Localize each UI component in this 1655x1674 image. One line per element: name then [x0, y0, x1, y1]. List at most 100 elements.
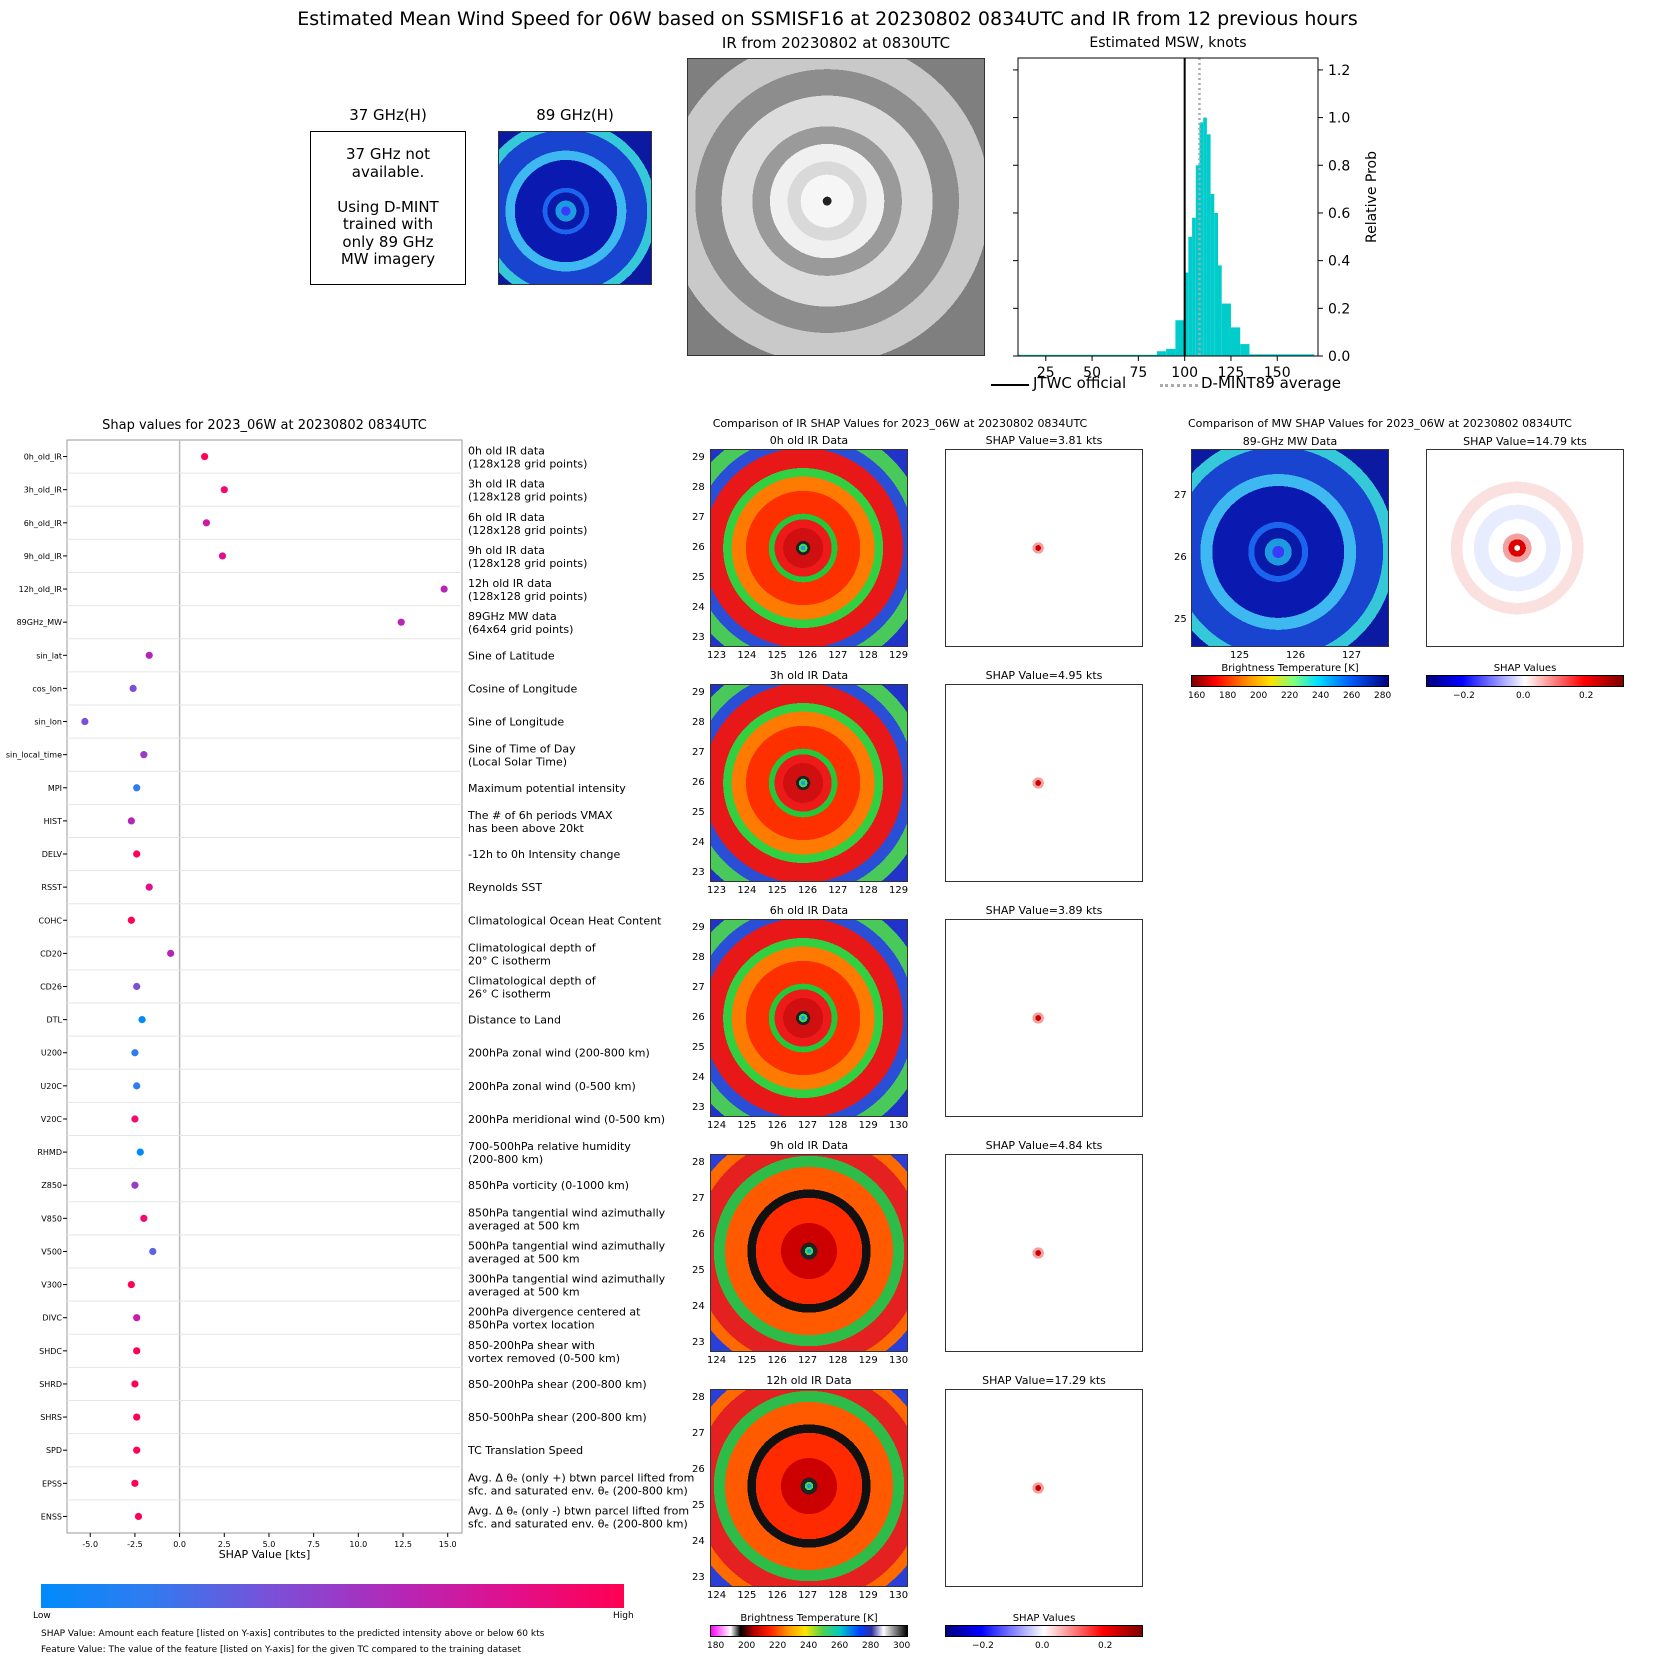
hist-bar	[1166, 348, 1176, 356]
legend-dmint-label: D-MINT89 average	[1201, 374, 1341, 392]
ir-shap-image	[945, 1389, 1143, 1587]
feature-description: 0h old IR data	[468, 445, 545, 458]
feature-description: -12h to 0h Intensity change	[468, 848, 621, 861]
colorbar-tick-label: 280	[862, 1641, 880, 1651]
ir-ytick-label: 25	[692, 572, 705, 583]
feature-description: The # of 6h periods VMAX	[467, 809, 613, 822]
feature-description: 500hPa tangential wind azimuthally	[468, 1239, 666, 1252]
feature-description: sfc. and saturated env. θₑ (200-800 km)	[468, 1484, 688, 1497]
feature-description: 850hPa tangential wind azimuthally	[468, 1206, 666, 1219]
ir-xtick-label: 125	[767, 650, 787, 661]
ir-shap-image	[945, 684, 1143, 882]
feature-description: Climatological Ocean Heat Content	[468, 914, 662, 927]
feature-name: V20C	[41, 1115, 63, 1124]
feature-description: 300hPa tangential wind azimuthally	[468, 1273, 666, 1286]
ir-ytick-label: 27	[692, 512, 705, 523]
shap-point	[133, 1347, 141, 1355]
ir-ytick-label: 29	[692, 687, 705, 698]
ir-ytick-label: 28	[692, 717, 705, 728]
ir-data-image	[710, 1154, 908, 1352]
feature-name: ENSS	[41, 1512, 62, 1521]
feature-description: 200hPa meridional wind (0-500 km)	[468, 1113, 665, 1126]
feature-name: 89GHz_MW	[17, 618, 62, 627]
feature-name: V300	[41, 1281, 62, 1290]
ir-ytick-label: 24	[692, 1072, 705, 1083]
feature-description: (Local Solar Time)	[468, 756, 567, 769]
feature-name: SHRD	[39, 1380, 62, 1389]
feature-description: Climatological depth of	[468, 975, 597, 988]
ir-ytick-label: 24	[692, 602, 705, 613]
ir-data-image	[710, 684, 908, 882]
shap-point	[218, 552, 227, 560]
mw-shap-cbar-label: SHAP Values	[1493, 663, 1557, 674]
feature-name: RHMD	[37, 1148, 62, 1157]
feature-description: (200-800 km)	[468, 1153, 543, 1166]
ir-xtick-label: 123	[707, 885, 727, 896]
ir-data-title: 12h old IR Data	[766, 1374, 852, 1387]
colorbar-tick-label: 280	[1374, 691, 1392, 701]
ir-xtick-label: 124	[737, 650, 757, 661]
ir-ytick-label: 25	[692, 807, 705, 818]
ir-xtick-label: 129	[858, 1355, 878, 1366]
colorbar-tick-label: 180	[1219, 691, 1237, 701]
ir-xtick-label: 128	[828, 1355, 848, 1366]
feature-name: 12h_old_IR	[19, 585, 63, 594]
ir-ytick-label: 26	[692, 1012, 705, 1023]
shap-xtick-label: -2.5	[127, 1540, 143, 1549]
ir-ytick-label: 23	[692, 1102, 705, 1113]
shap-xlabel: SHAP Value [kts]	[218, 1548, 311, 1561]
shap-xtick-label: 12.5	[394, 1540, 412, 1549]
ir-data-image	[710, 449, 908, 647]
hist-bar	[1206, 134, 1211, 356]
hist-bar	[1018, 354, 1157, 356]
feature-name: SHRS	[40, 1413, 62, 1422]
feature-name: 0h_old_IR	[24, 453, 63, 462]
feature-description: (128x128 grid points)	[468, 557, 587, 570]
mw-compare-title: Comparison of MW SHAP Values for 2023_06…	[1188, 417, 1572, 430]
hist-bar	[1203, 117, 1207, 356]
ir-ytick-label: 25	[692, 1265, 705, 1276]
ir-ytick-label: 26	[692, 1229, 705, 1240]
ir-ytick-label: 26	[692, 542, 705, 553]
hist-ytick-label: 0.2	[1328, 301, 1350, 317]
ir-ytick-label: 23	[692, 632, 705, 643]
ir-xtick-label: 127	[798, 1590, 818, 1601]
shap-point	[145, 883, 153, 891]
ir-xtick-label: 124	[707, 1590, 727, 1601]
shap-point	[440, 585, 448, 593]
feature-description: 9h old IR data	[468, 544, 545, 557]
hist-title: Estimated MSW, knots	[1089, 35, 1247, 51]
feature-description: 200hPa zonal wind (200-800 km)	[468, 1047, 650, 1060]
colorbar-tick-label: 200	[1250, 691, 1268, 701]
feature-description: 700-500hPa relative humidity	[468, 1140, 631, 1153]
feature-name: EPSS	[42, 1479, 62, 1488]
mw-ytick-label: 25	[1174, 614, 1187, 625]
shap-point	[133, 1082, 141, 1090]
shap-frame	[66, 439, 463, 1534]
colorbar-tick-label: 260	[1343, 691, 1361, 701]
colorbar-tick-label: 220	[769, 1641, 787, 1651]
ir-xtick-label: 128	[828, 1590, 848, 1601]
feature-name: CD20	[40, 949, 62, 958]
feature-description: Avg. Δ θₑ (only -) btwn parcel lifted fr…	[468, 1504, 689, 1517]
ir-data-title: 9h old IR Data	[769, 1139, 849, 1152]
ir-ytick-label: 28	[692, 1157, 705, 1168]
ir-data-image	[710, 919, 908, 1117]
feature-description: 12h old IR data	[468, 577, 552, 590]
ir-shap-image	[945, 1154, 1143, 1352]
feature-name: SPD	[46, 1446, 62, 1455]
ir-ytick-label: 26	[692, 1464, 705, 1475]
shap-point	[129, 684, 137, 693]
feature-description: (128x128 grid points)	[468, 458, 587, 471]
feature-name: HIST	[44, 817, 62, 826]
feature-description: Sine of Latitude	[468, 649, 555, 662]
colorbar-tick-label: 160	[1188, 691, 1206, 701]
feature-description: 89GHz MW data	[468, 610, 557, 623]
hist-frame	[1017, 57, 1319, 357]
panel-37ghz-line	[311, 181, 465, 199]
ir-ytick-label: 29	[692, 922, 705, 933]
panel-37ghz-line: trained with	[342, 215, 434, 233]
mw-shap-title: SHAP Value=14.79 kts	[1463, 435, 1587, 448]
mw-brightness-colorbar	[1191, 675, 1389, 687]
hist-bar	[1188, 236, 1193, 356]
